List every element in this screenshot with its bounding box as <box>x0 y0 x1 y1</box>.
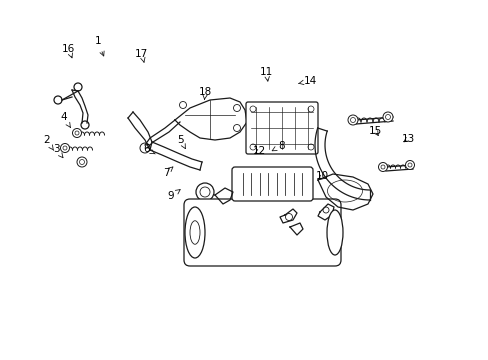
FancyBboxPatch shape <box>183 199 340 266</box>
Text: 15: 15 <box>368 126 382 136</box>
Polygon shape <box>317 174 372 210</box>
Text: 1: 1 <box>94 36 104 56</box>
Text: 6: 6 <box>143 144 155 154</box>
Text: 3: 3 <box>53 144 63 158</box>
FancyBboxPatch shape <box>245 102 317 154</box>
Text: 9: 9 <box>167 190 180 201</box>
Polygon shape <box>289 223 303 235</box>
Polygon shape <box>317 204 333 220</box>
FancyBboxPatch shape <box>231 167 312 201</box>
Text: 17: 17 <box>135 49 148 62</box>
Text: 16: 16 <box>61 44 75 58</box>
Text: 7: 7 <box>163 167 173 178</box>
Text: 4: 4 <box>60 112 70 127</box>
Circle shape <box>77 157 87 167</box>
Polygon shape <box>280 209 296 223</box>
Circle shape <box>61 144 69 153</box>
Text: 5: 5 <box>177 135 185 149</box>
Polygon shape <box>175 98 246 140</box>
Text: 8: 8 <box>272 141 284 151</box>
Circle shape <box>196 183 214 201</box>
Circle shape <box>72 129 81 138</box>
Text: 10: 10 <box>316 171 328 181</box>
Circle shape <box>347 115 357 125</box>
Circle shape <box>378 162 386 171</box>
Text: 2: 2 <box>43 135 54 150</box>
Circle shape <box>382 112 392 122</box>
Circle shape <box>405 161 414 170</box>
Polygon shape <box>215 188 232 204</box>
Ellipse shape <box>326 210 342 255</box>
Text: 12: 12 <box>252 146 265 156</box>
Text: 11: 11 <box>259 67 273 81</box>
Ellipse shape <box>184 207 204 258</box>
Text: 13: 13 <box>401 134 414 144</box>
Text: 18: 18 <box>198 87 212 100</box>
Text: 14: 14 <box>298 76 317 86</box>
